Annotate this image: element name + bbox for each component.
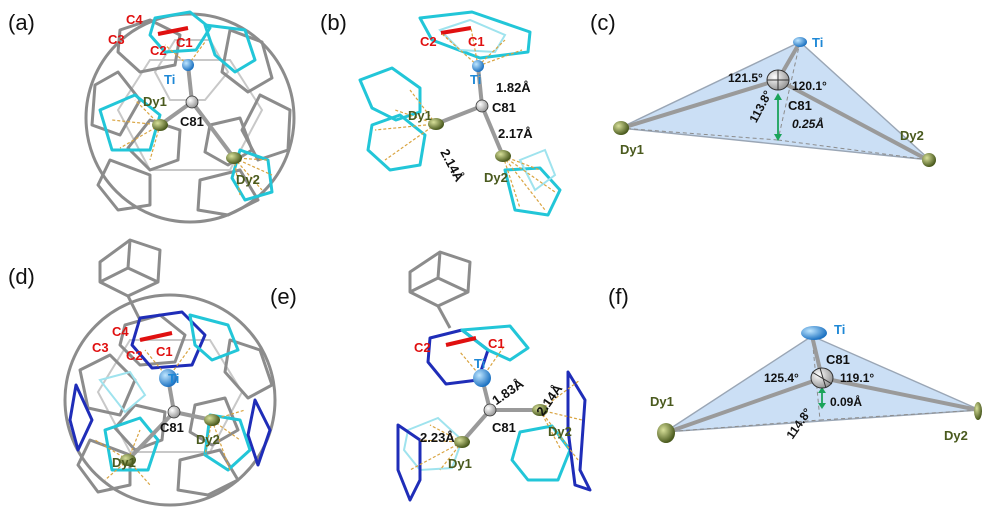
d-dy2-label: Dy2 xyxy=(196,432,220,447)
panel-b-coord-lines xyxy=(374,27,556,211)
ti-atom-e xyxy=(473,369,491,387)
b-ti-c81-distance: 1.82Å xyxy=(496,80,531,95)
c81-atom-d xyxy=(167,405,181,419)
panel-b-atoms xyxy=(428,60,511,162)
panel-d-label: (d) xyxy=(8,264,35,289)
panel-f-label: (f) xyxy=(608,284,629,309)
panel-b-label: (b) xyxy=(320,10,347,35)
e-c2-label: C2 xyxy=(414,340,431,355)
c-dy1-label: Dy1 xyxy=(620,142,644,157)
dy1-atom-a xyxy=(152,119,168,131)
a-c81-label: C81 xyxy=(180,114,204,129)
c-offset-value: 0.25Å xyxy=(792,117,824,131)
f-dy1-label: Dy1 xyxy=(650,394,674,409)
d-c2-label: C2 xyxy=(126,348,143,363)
ti-atom-b xyxy=(472,60,484,72)
c81-atom-e xyxy=(483,403,497,417)
dy1-atom-e xyxy=(454,436,470,448)
c-dy2-label: Dy2 xyxy=(900,128,924,143)
ti-atom-f xyxy=(801,326,827,340)
b-dy2-label: Dy2 xyxy=(484,170,508,185)
f-ti-label: Ti xyxy=(834,322,845,337)
dy1-atom-b xyxy=(428,118,444,130)
b-ti-label: Ti xyxy=(470,72,481,87)
f-offset-value: 0.09Å xyxy=(830,394,862,409)
c81-atom-b xyxy=(475,99,489,113)
panel-b: (b) C2 xyxy=(320,10,562,217)
b-dy1-c81-distance: 2.14Å xyxy=(437,146,467,184)
e-c1-label: C1 xyxy=(488,336,505,351)
d-c4-label: C4 xyxy=(112,324,129,339)
c-angle-1: 121.5° xyxy=(728,71,763,85)
b-c1-label: C1 xyxy=(468,34,485,49)
e-dy1-c81-distance: 2.23Å xyxy=(420,430,455,445)
dy2-atom-f xyxy=(974,402,982,420)
a-c2-label: C2 xyxy=(150,43,167,58)
d-c81-label: C81 xyxy=(160,420,184,435)
e-c81-label: C81 xyxy=(492,420,516,435)
dy2-atom-b xyxy=(495,150,511,162)
panel-e-coord-lines xyxy=(409,344,583,471)
a-c4-label: C4 xyxy=(126,12,143,27)
a-dy1-label: Dy1 xyxy=(143,94,167,109)
panel-a-label: (a) xyxy=(8,10,35,35)
b-dy2-c81-distance: 2.17Å xyxy=(498,126,533,141)
panel-c-atoms xyxy=(613,37,936,167)
a-c1-label: C1 xyxy=(176,35,193,50)
f-angle-2: 119.1° xyxy=(840,371,874,385)
panel-a-atoms xyxy=(152,59,242,164)
e-dy2-label: Dy2 xyxy=(548,424,572,439)
panel-f: (f) Ti C81 Dy1 Dy2 125.4° 119.1° 114.8° … xyxy=(608,284,982,443)
a-ti-label: Ti xyxy=(164,72,175,87)
f-angle-1: 125.4° xyxy=(764,371,799,385)
panel-e-atoms xyxy=(454,369,548,448)
f-dy2-label: Dy2 xyxy=(944,428,968,443)
b-c2-label: C2 xyxy=(420,34,437,49)
a-c3-label: C3 xyxy=(108,32,125,47)
d-c3-label: C3 xyxy=(92,340,109,355)
c81-atom-a xyxy=(185,95,199,109)
ti-atom-a xyxy=(182,59,194,71)
panel-a: (a) xyxy=(8,10,296,224)
a-dy2-label: Dy2 xyxy=(236,172,260,187)
dy2-atom-d xyxy=(204,414,220,426)
panel-e-rings xyxy=(396,250,592,502)
panel-a-cage xyxy=(84,10,296,224)
d-c1-label: C1 xyxy=(156,344,173,359)
b-c81-label: C81 xyxy=(492,100,516,115)
c-plane xyxy=(617,41,933,161)
c-angle-2: 120.1° xyxy=(792,79,827,93)
dy2-atom-e xyxy=(532,404,548,416)
b-dy1-label: Dy1 xyxy=(408,108,432,123)
dy1-atom-d xyxy=(120,454,136,466)
e-dy2-c81-distance: 2.14Å xyxy=(533,381,566,419)
panel-c-label: (c) xyxy=(590,10,616,35)
panel-c: (c) Ti C81 Dy1 Dy2 121.5° 120.1° 113.8° … xyxy=(590,10,936,167)
panel-d: (d) xyxy=(8,238,277,507)
d-dy1-label: Dy1 xyxy=(112,455,136,470)
ti-atom-c xyxy=(793,37,807,47)
dy2-atom-c xyxy=(922,153,936,167)
dy2-atom-a xyxy=(226,152,242,164)
e-ti-label: Ti xyxy=(474,356,485,371)
f-c81-label: C81 xyxy=(826,352,850,367)
panel-d-atoms xyxy=(120,369,220,466)
dy1-atom-c xyxy=(613,121,629,135)
d-ti-label: Ti xyxy=(168,371,179,386)
panel-e: (e) xyxy=(270,250,592,502)
e-dy1-label: Dy1 xyxy=(448,456,472,471)
panel-b-rings xyxy=(358,10,562,217)
panel-e-label: (e) xyxy=(270,284,297,309)
panel-d-cage xyxy=(63,238,277,507)
c-ti-label: Ti xyxy=(812,35,823,50)
dy1-atom-f xyxy=(657,423,675,443)
ti-atom-d xyxy=(159,369,177,387)
c-c81-label: C81 xyxy=(788,98,812,113)
e-ti-c81-distance: 1.83Å xyxy=(489,375,527,408)
panel-f-atoms xyxy=(657,326,982,443)
